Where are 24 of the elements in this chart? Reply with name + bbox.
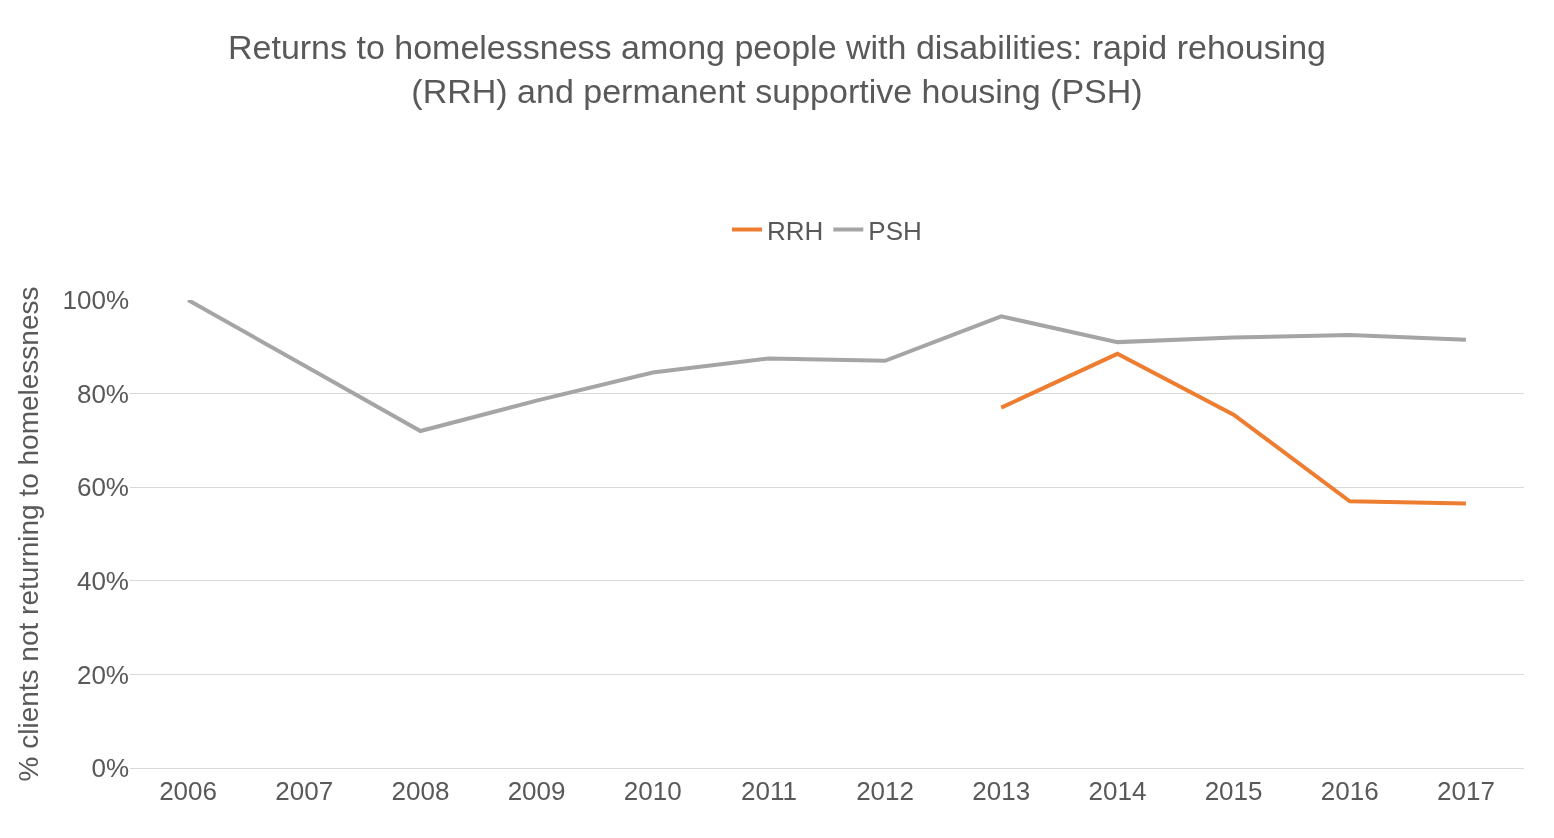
x-tick-label: 2012: [856, 776, 914, 807]
line-series: [999, 351, 1468, 506]
x-tick-label: 2006: [159, 776, 217, 807]
y-tick-label: 100%: [62, 285, 129, 316]
y-tick-label: 0%: [91, 753, 129, 784]
x-tick-label: 2017: [1437, 776, 1495, 807]
x-tick-label: 2009: [507, 776, 566, 807]
x-tick-label: 2010: [623, 776, 682, 807]
y-axis-title: % clients not returning to homelessness: [13, 286, 45, 782]
x-tick-label: 2016: [1320, 776, 1379, 807]
y-tick-label: 60%: [76, 472, 129, 503]
chart-title: Returns to homelessness among people with disabilities: rapid rehousing (RRH) and permanent supportive housing (PSH): [227, 27, 1327, 110]
legend-label: PSH: [868, 215, 922, 246]
x-tick-label: 2013: [972, 776, 1031, 807]
y-tick-label: 40%: [76, 565, 129, 596]
x-tick-label: 2014: [1088, 776, 1147, 807]
x-tick-label: 2011: [740, 776, 797, 807]
legend-label: RRH: [767, 215, 824, 246]
y-tick-label: 20%: [76, 659, 129, 690]
x-tick-label: 2015: [1204, 776, 1263, 807]
line-series: [186, 300, 1468, 434]
x-tick-label: 2008: [391, 776, 450, 807]
y-tick-label: 80%: [76, 378, 129, 409]
x-tick-label: 2007: [275, 776, 334, 807]
